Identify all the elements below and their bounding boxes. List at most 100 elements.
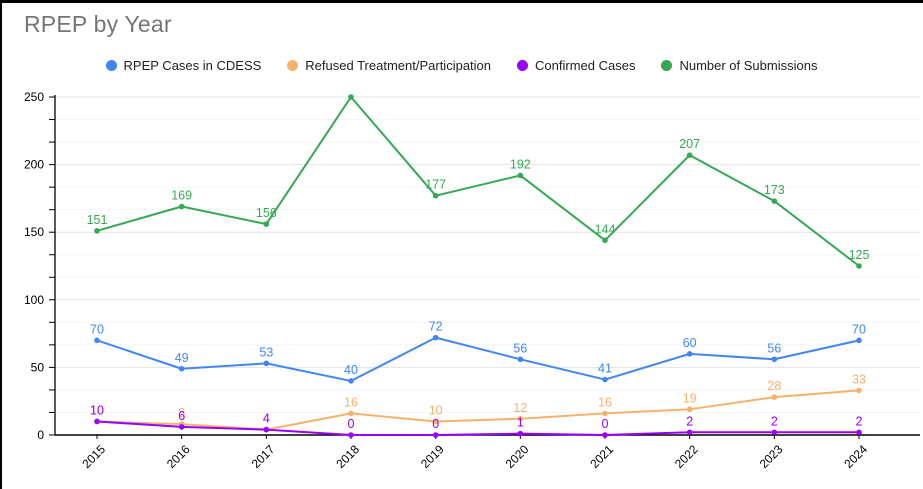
x-axis-label: 2022 xyxy=(672,442,701,471)
x-axis-label: 2024 xyxy=(841,442,870,471)
series-line-2 xyxy=(96,420,859,436)
data-label: 1 xyxy=(517,416,524,430)
data-label: 169 xyxy=(171,189,192,203)
data-point xyxy=(263,360,270,367)
data-point xyxy=(432,192,439,199)
data-point xyxy=(686,351,693,357)
x-axis-label: 2021 xyxy=(587,442,616,471)
x-axis-label: 2020 xyxy=(503,442,532,471)
x-axis-label: 2017 xyxy=(249,442,278,471)
data-point xyxy=(602,237,608,244)
data-point xyxy=(771,429,778,436)
data-point xyxy=(348,378,354,384)
data-label: 4 xyxy=(263,412,270,426)
data-label: 156 xyxy=(256,206,277,220)
data-point xyxy=(432,432,439,438)
y-axis-label: 200 xyxy=(24,158,44,172)
chart-legend: RPEP Cases in CDESS Refused Treatment/Par… xyxy=(0,58,923,73)
data-point xyxy=(771,198,778,204)
data-label: 16 xyxy=(598,395,612,409)
legend-label: Number of Submissions xyxy=(679,58,818,73)
y-axis-label: 100 xyxy=(24,293,44,307)
data-label: 192 xyxy=(510,157,531,171)
data-point xyxy=(94,337,100,344)
data-label: 2 xyxy=(771,414,778,428)
data-point xyxy=(856,429,862,436)
data-point xyxy=(686,406,693,413)
data-label: 53 xyxy=(259,345,273,359)
data-label: 60 xyxy=(683,336,697,350)
data-label: 125 xyxy=(849,248,870,262)
data-label: 40 xyxy=(344,363,358,377)
data-label: 2 xyxy=(686,414,693,428)
data-point xyxy=(686,429,693,436)
data-label: 10 xyxy=(90,403,104,417)
data-label: 56 xyxy=(767,341,781,355)
y-axis-label: 0 xyxy=(37,428,44,442)
y-axis-label: 250 xyxy=(24,90,44,104)
data-point xyxy=(602,410,608,417)
data-label: 177 xyxy=(425,178,446,192)
data-label: 70 xyxy=(90,322,104,336)
data-label: 19 xyxy=(683,391,697,405)
x-axis-label: 2023 xyxy=(757,442,786,471)
legend-item-0: RPEP Cases in CDESS xyxy=(105,58,262,73)
data-point xyxy=(94,418,100,425)
data-label: 0 xyxy=(348,417,355,431)
legend-label: Confirmed Cases xyxy=(535,58,636,73)
data-point xyxy=(263,221,270,227)
data-point xyxy=(602,432,608,438)
legend-item-2: Confirmed Cases xyxy=(517,58,635,73)
data-point xyxy=(178,365,185,372)
data-label: 151 xyxy=(87,213,108,227)
data-point xyxy=(517,415,524,422)
data-point xyxy=(856,263,862,269)
data-label: 56 xyxy=(513,341,527,355)
data-point xyxy=(771,356,778,363)
data-label: 33 xyxy=(852,372,866,386)
data-point xyxy=(517,172,524,179)
data-point xyxy=(771,394,778,400)
data-label: 173 xyxy=(764,183,785,197)
legend-label: RPEP Cases in CDESS xyxy=(123,58,262,73)
data-point xyxy=(263,426,270,433)
data-label: 70 xyxy=(852,322,866,336)
data-label: 144 xyxy=(595,222,616,236)
legend-label: Refused Treatment/Participation xyxy=(305,58,492,73)
data-label: 8 xyxy=(178,406,185,420)
series-line-3 xyxy=(96,96,860,267)
data-point xyxy=(432,334,439,341)
data-point xyxy=(686,152,693,158)
data-label: 0 xyxy=(602,417,609,431)
data-label: 4 xyxy=(263,412,270,426)
chart-title: RPEP by Year xyxy=(24,11,172,37)
data-label: 207 xyxy=(679,137,700,151)
data-label: 12 xyxy=(513,401,527,415)
legend-item-1: Refused Treatment/Participation xyxy=(287,58,491,73)
data-point xyxy=(856,387,862,394)
data-point xyxy=(178,203,185,210)
series-line-0 xyxy=(96,336,860,382)
data-label: 2 xyxy=(856,414,863,428)
data-label: 28 xyxy=(767,379,781,393)
x-axis-label: 2018 xyxy=(333,442,362,471)
y-axis-label: 50 xyxy=(31,360,45,374)
data-point xyxy=(432,418,439,425)
data-label: 16 xyxy=(344,395,358,409)
data-label: 10 xyxy=(90,403,104,417)
data-point xyxy=(602,376,608,383)
x-axis-label: 2019 xyxy=(418,442,447,471)
window-border-top xyxy=(0,0,923,3)
data-point xyxy=(348,432,354,438)
data-point xyxy=(94,228,100,234)
data-label: 0 xyxy=(432,417,439,431)
data-label: 72 xyxy=(429,320,443,334)
data-point xyxy=(517,356,524,363)
legend-dot-icon xyxy=(287,60,299,71)
legend-dot-icon xyxy=(661,60,673,71)
legend-dot-icon xyxy=(105,60,117,71)
data-label: 10 xyxy=(429,403,443,417)
data-point xyxy=(348,410,354,417)
